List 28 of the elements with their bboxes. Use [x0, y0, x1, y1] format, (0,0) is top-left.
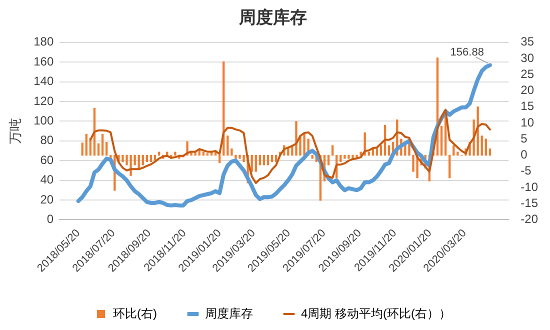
- legend-label: 周度库存: [204, 306, 253, 320]
- y2-tick-label: 35: [520, 34, 534, 49]
- y-tick-label: 120: [34, 94, 54, 108]
- y-tick-label: 60: [40, 152, 54, 167]
- y2-tick-label: 15: [520, 99, 534, 114]
- y-tick-label: 160: [34, 54, 54, 68]
- legend-label: 环比(右): [113, 306, 158, 320]
- y2-tick-label: 20: [520, 83, 534, 98]
- y-tick-label: 20: [40, 192, 54, 206]
- y2-tick-label: 30: [520, 50, 534, 65]
- annotation: 156.88: [450, 46, 484, 59]
- y-tick-label: 180: [34, 34, 54, 49]
- y2-tick-label: 10: [520, 115, 534, 130]
- legend-label: 4周期 移动平均(环比(右））: [300, 306, 451, 320]
- chart-title: 周度库存: [238, 8, 307, 27]
- y2-tick-label: 0: [520, 148, 528, 162]
- y-tick-label: 40: [40, 172, 54, 187]
- y-tick-label: 140: [34, 74, 54, 88]
- y2-tick-label: 25: [520, 66, 534, 81]
- y2-tick-label: -5: [520, 164, 532, 178]
- y2-tick-label: 5: [520, 131, 528, 146]
- y-tick-label: 0: [46, 212, 54, 226]
- y2-tick-label: -10: [520, 180, 538, 194]
- y2-tick-label: -15: [520, 196, 538, 210]
- y-tick-label: 100: [34, 114, 54, 128]
- y-axis-title: 万吨: [7, 118, 22, 144]
- y2-tick-label: -20: [520, 212, 538, 226]
- y-tick-label: 80: [40, 133, 54, 148]
